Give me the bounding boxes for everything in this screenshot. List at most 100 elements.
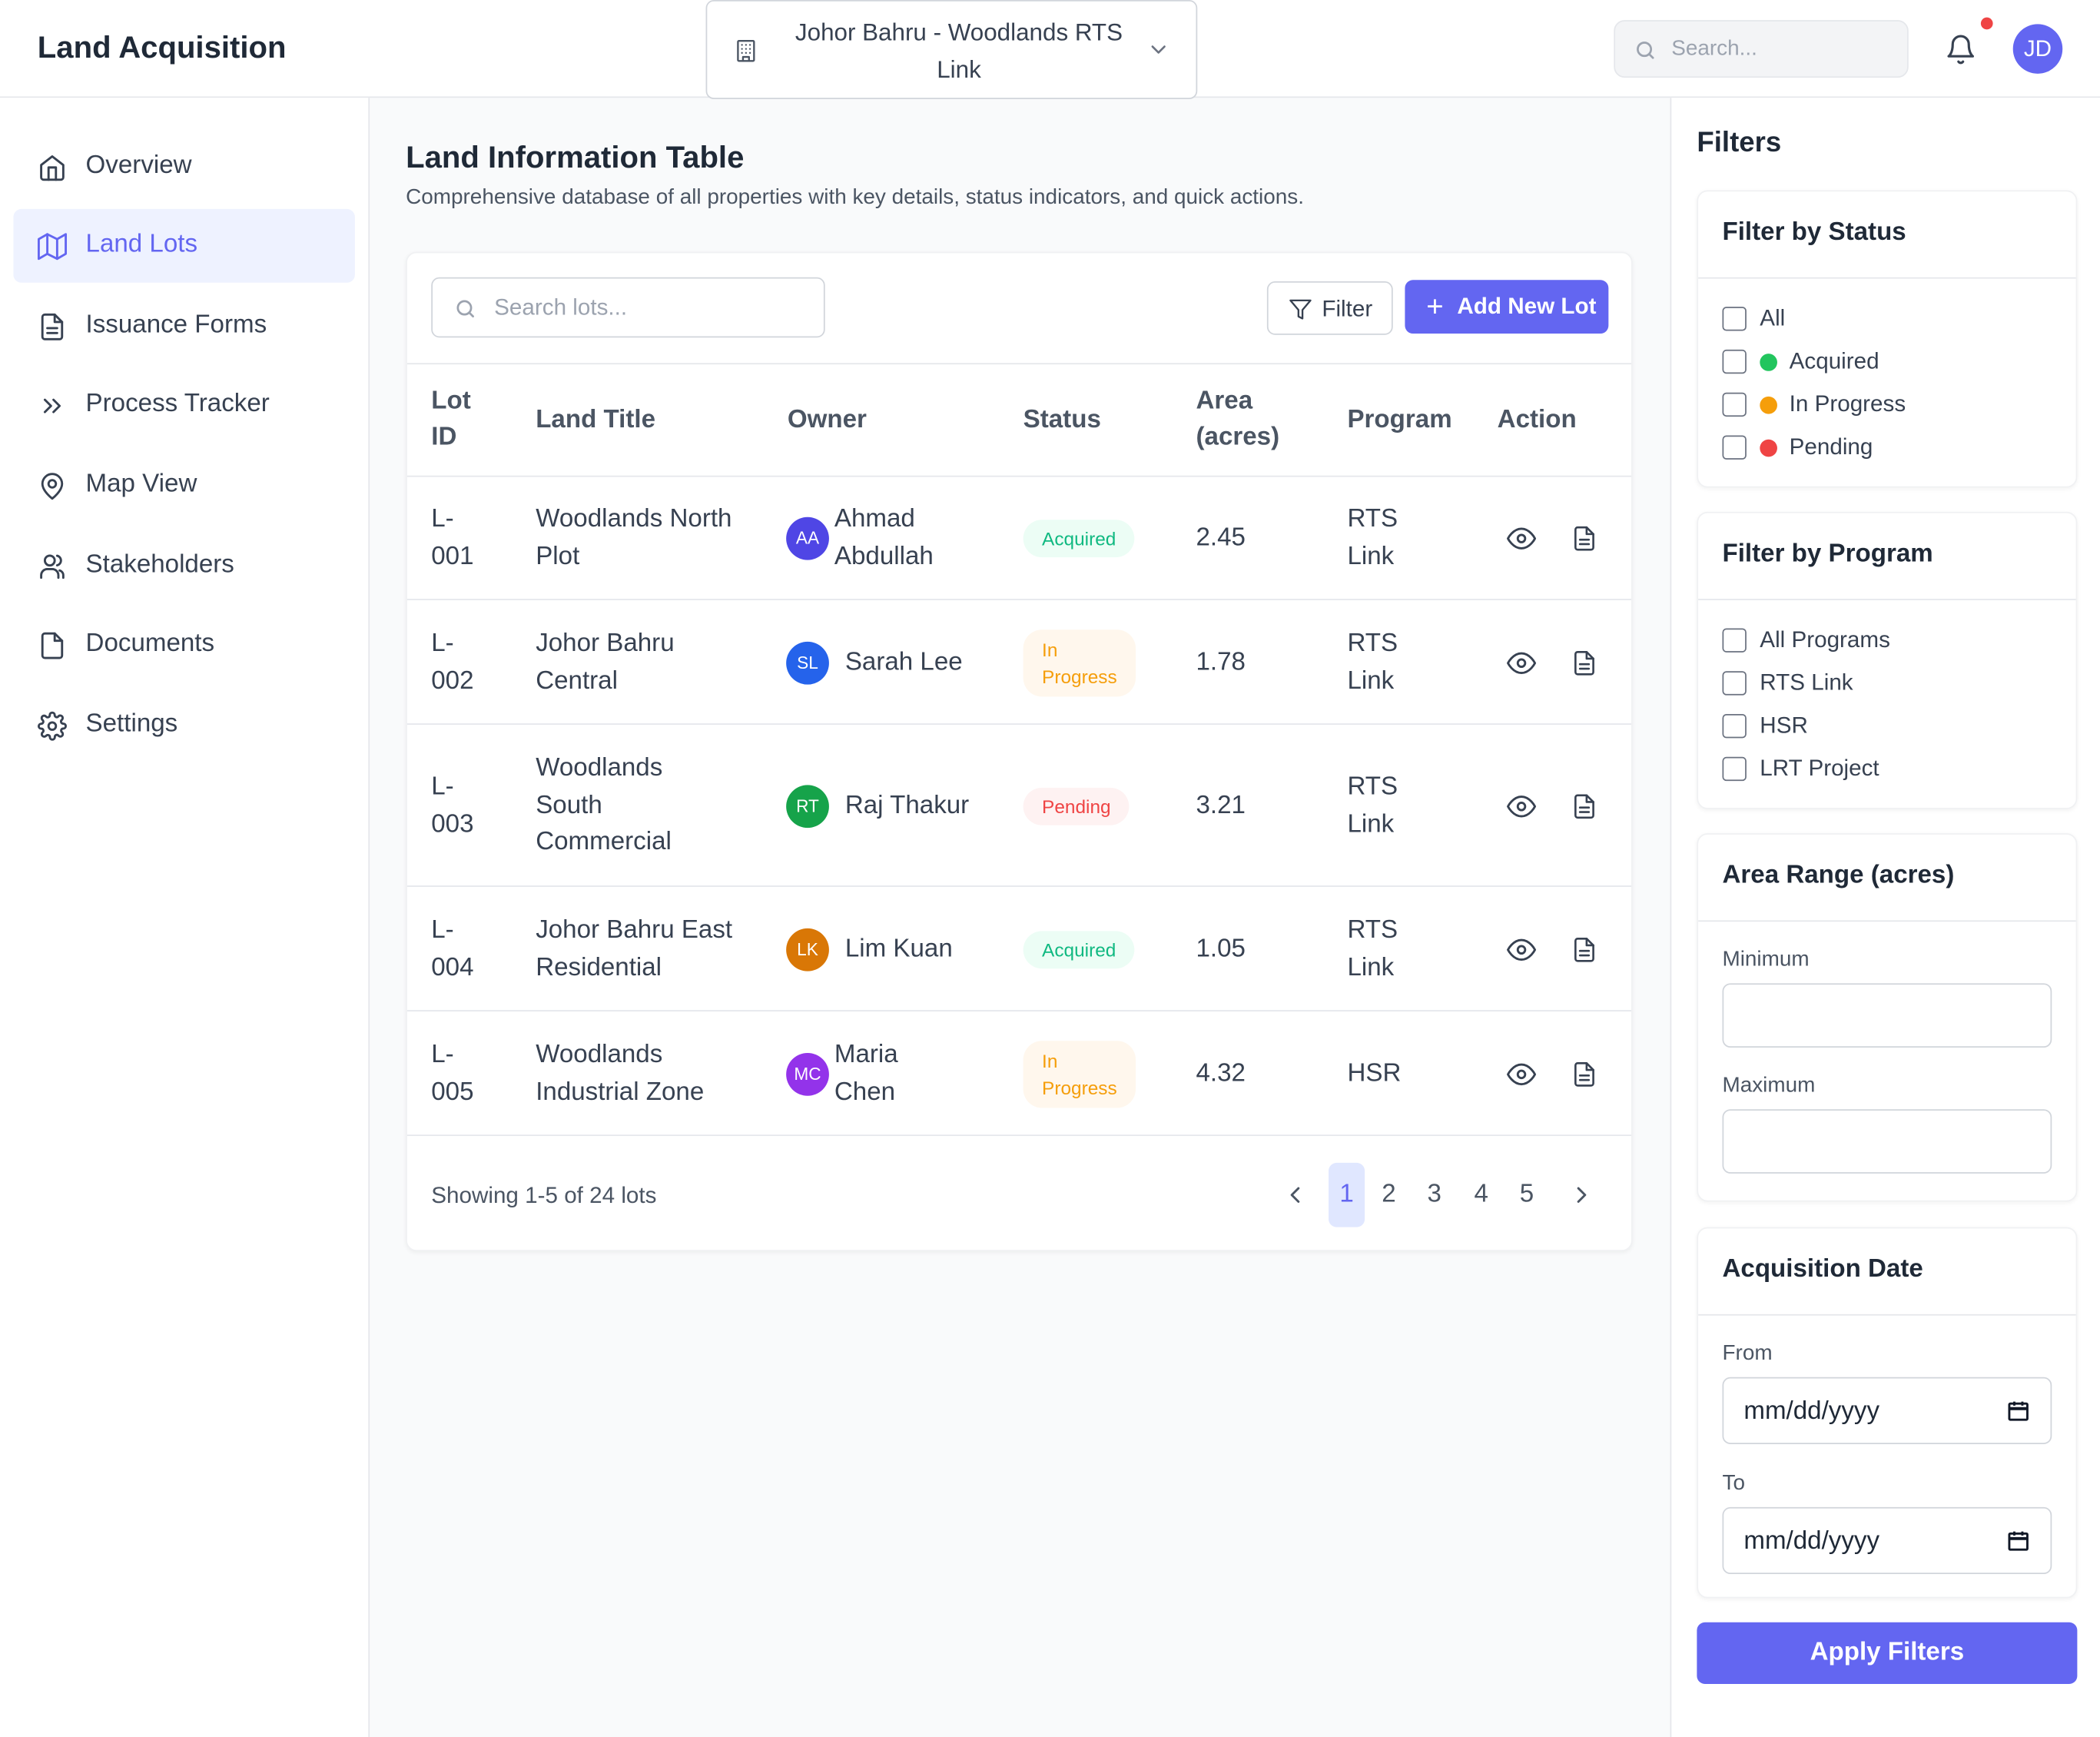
program-hsr-checkbox[interactable] — [1722, 714, 1747, 739]
status-filter-card: Filter by Status All Acquired In Progres… — [1697, 190, 2078, 488]
cell-program: RTS Link — [1347, 916, 1398, 981]
page-5-button[interactable]: 5 — [1519, 1180, 1534, 1209]
owner-avatar: AA — [786, 516, 829, 560]
filter-button[interactable]: Filter — [1266, 281, 1393, 335]
column-header-land-title: Land Title — [536, 406, 656, 434]
pagination-summary: Showing 1-5 of 24 lots — [431, 1183, 657, 1209]
column-header-area: Area (acres) — [1196, 387, 1280, 452]
program-filter-card: Filter by Program All Programs RTS Link … — [1697, 511, 2078, 809]
page-4-button[interactable]: 4 — [1474, 1180, 1488, 1209]
date-from-input[interactable]: mm/dd/yyyy — [1722, 1377, 2052, 1444]
status-badge: In Progress — [1023, 1040, 1136, 1108]
status-acquired-checkbox[interactable] — [1722, 349, 1747, 374]
page-3-button[interactable]: 3 — [1427, 1180, 1441, 1209]
chevrons-right-icon — [38, 391, 67, 420]
area-min-input[interactable] — [1722, 983, 2052, 1048]
sidebar-item-issuance-forms[interactable]: Issuance Forms — [13, 289, 354, 363]
status-filter-title: Filter by Status — [1722, 218, 1906, 247]
add-new-lot-button[interactable]: + Add New Lot — [1405, 280, 1609, 334]
status-pending-checkbox[interactable] — [1722, 435, 1747, 460]
date-to-input[interactable]: mm/dd/yyyy — [1722, 1506, 2052, 1575]
page-1-button[interactable]: 1 — [1329, 1162, 1365, 1227]
sidebar-item-land-lots[interactable]: Land Lots — [13, 208, 355, 283]
calendar-icon[interactable] — [2006, 1529, 2030, 1559]
chevron-right-icon[interactable] — [1567, 1163, 1596, 1227]
program-all-checkbox[interactable] — [1722, 628, 1747, 653]
program-lrt-label: LRT Project — [1760, 756, 1879, 782]
calendar-icon[interactable] — [2006, 1399, 2030, 1430]
lot-search-input[interactable] — [494, 291, 816, 324]
sidebar-item-label: Settings — [85, 709, 178, 739]
eye-icon[interactable] — [1507, 935, 1537, 971]
eye-icon[interactable] — [1507, 648, 1537, 684]
sidebar-item-map-view[interactable]: Map View — [13, 449, 354, 523]
sidebar-item-overview[interactable]: Overview — [13, 130, 354, 204]
chevron-left-icon[interactable] — [1280, 1163, 1309, 1227]
cell-program: RTS Link — [1347, 505, 1398, 570]
acquisition-date-title: Acquisition Date — [1722, 1255, 1923, 1284]
page-2-button[interactable]: 2 — [1382, 1180, 1396, 1209]
sidebar-item-settings[interactable]: Settings — [13, 689, 354, 762]
home-icon — [38, 153, 67, 182]
eye-icon[interactable] — [1507, 1059, 1537, 1095]
divider — [1698, 920, 2076, 922]
cell-program: RTS Link — [1347, 629, 1398, 695]
program-rts-link-label: RTS Link — [1760, 669, 1853, 696]
status-badge: Acquired — [1023, 519, 1135, 557]
document-icon[interactable] — [1571, 935, 1598, 969]
apply-filters-button[interactable]: Apply Filters — [1697, 1622, 2078, 1684]
eye-icon[interactable] — [1507, 523, 1537, 560]
cell-lot-id: L- 004 — [431, 916, 474, 981]
divider — [1698, 1314, 2076, 1316]
area-max-input[interactable] — [1722, 1109, 2052, 1174]
divider — [1698, 599, 2076, 600]
document-icon[interactable] — [1571, 524, 1598, 558]
map-pin-icon — [38, 472, 67, 501]
global-search-input[interactable] — [1671, 33, 1899, 66]
gear-icon — [38, 711, 67, 741]
cell-area: 3.21 — [1196, 791, 1246, 820]
eye-icon[interactable] — [1507, 791, 1537, 827]
table-row: L- 005 Woodlands Industrial Zone MC Maria Chen… — [406, 1011, 1631, 1137]
cell-owner: Maria Chen — [834, 1041, 898, 1106]
status-pending-label: Pending — [1789, 433, 1873, 460]
cell-area: 4.32 — [1196, 1059, 1246, 1088]
column-header-lot-id: Lot ID — [431, 387, 471, 452]
document-icon[interactable] — [1571, 649, 1598, 683]
sidebar-item-label: Overview — [85, 151, 192, 180]
lot-search[interactable] — [431, 277, 825, 338]
date-from-label: From — [1722, 1342, 1773, 1366]
cell-area: 1.05 — [1196, 935, 1246, 963]
project-selector[interactable]: Johor Bahru - Woodlands RTS Link — [705, 0, 1198, 99]
status-in-progress-label: In Progress — [1789, 390, 1906, 417]
sidebar-item-stakeholders[interactable]: Stakeholders — [13, 529, 354, 603]
area-range-title: Area Range (acres) — [1722, 861, 1955, 890]
area-range-card: Area Range (acres) Minimum Maximum — [1697, 833, 2078, 1202]
status-in-progress-checkbox[interactable] — [1722, 392, 1747, 417]
sidebar-item-documents[interactable]: Documents — [13, 608, 354, 682]
program-lrt-checkbox[interactable] — [1722, 756, 1747, 782]
plus-icon: + — [1426, 289, 1444, 324]
date-to-value: mm/dd/yyyy — [1743, 1527, 1880, 1556]
cell-land-title: Johor Bahru East Residential — [536, 916, 733, 981]
user-avatar[interactable]: JD — [2012, 24, 2063, 74]
date-to-label: To — [1722, 1472, 1745, 1496]
area-min-label: Minimum — [1722, 948, 1810, 971]
document-icon[interactable] — [1571, 1061, 1598, 1094]
status-acquired-label: Acquired — [1789, 348, 1879, 374]
document-icon[interactable] — [1571, 792, 1598, 826]
sidebar-item-process-tracker[interactable]: Process Tracker — [13, 368, 354, 442]
owner-avatar: MC — [786, 1052, 829, 1095]
global-search[interactable] — [1614, 20, 1909, 78]
program-rts-link-checkbox[interactable] — [1722, 671, 1747, 696]
cell-lot-id: L- 005 — [431, 1041, 474, 1106]
cell-land-title: Woodlands South Commercial — [536, 754, 672, 857]
column-header-status: Status — [1023, 406, 1101, 434]
status-all-checkbox[interactable] — [1722, 307, 1747, 331]
area-max-label: Maximum — [1722, 1074, 1816, 1098]
filters-panel: Filters Filter by Status All Acquired In… — [1670, 98, 2100, 1737]
table-row: L- 003 Woodlands South Commercial RT Raj Thaku… — [406, 725, 1631, 887]
bell-icon[interactable] — [1945, 34, 1977, 73]
